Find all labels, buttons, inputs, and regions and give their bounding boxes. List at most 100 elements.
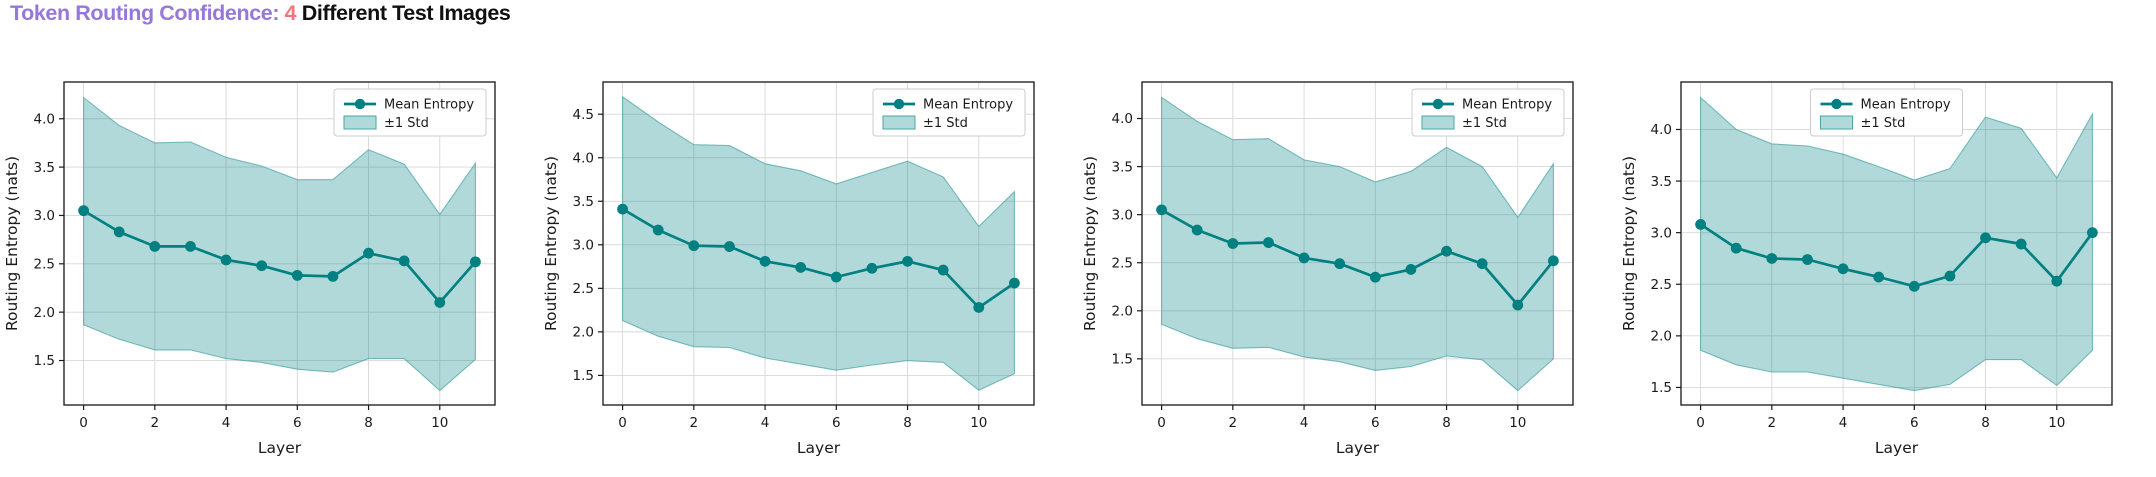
y-tick-label: 4.0 [1651,122,1672,138]
mean-line [82,209,477,304]
x-tick-label: 2 [151,415,160,431]
x-tick-label: 2 [1768,415,1777,431]
x-tick-label: 8 [364,415,373,431]
mean-marker [363,247,374,259]
mean-marker [1369,271,1381,283]
mean-marker [1191,224,1203,236]
std-band [1161,96,1554,392]
mean-marker [1766,253,1778,264]
mean-marker [1802,254,1813,265]
entropy-chart-svg: 0 2 4 6 8 10 1.5 2.0 2.5 3.0 3.5 4.0 Layer Routing En… [1620,81,2113,457]
x-axis-label: Layer [1875,439,1919,457]
legend-marker-swatch [354,98,366,110]
mean-marker [1263,237,1274,248]
y-tick-label: 3.0 [1651,225,1672,241]
std-band [83,96,476,392]
legend-marker-swatch [1432,98,1444,110]
y-tick-label: 1.5 [34,353,55,369]
mean-marker [1156,204,1167,216]
mean-marker [327,270,339,282]
std-band [622,95,1015,391]
std-band [1700,96,2093,392]
x-tick-label: 6 [1371,415,1380,431]
chart-subplot-4: 0 2 4 6 8 10 1.5 2.0 2.5 3.0 3.5 4.0 Layer Routing En… [1617,40,2156,477]
mean-marker [185,241,196,252]
legend-box [872,88,1026,137]
mean-marker [795,262,807,273]
mean-line [1699,223,2094,288]
legend-label-std: ±1 Std [923,116,968,131]
y-axis-label: Routing Entropy (nats) [3,156,21,331]
ticks [1137,117,1519,410]
axes-spines [1680,81,2113,406]
mean-marker [830,271,842,283]
mean-marker [1548,255,1559,267]
x-tick-label: 8 [903,415,912,431]
mean-marker [291,270,303,281]
mean-marker [434,297,446,308]
x-tick-label: 6 [293,415,302,431]
mean-marker [1334,258,1346,270]
mean-marker [973,302,985,313]
x-tick-label: 4 [761,415,770,431]
ticks [59,118,441,410]
mean-line [621,207,1016,309]
mean-marker [2015,238,2027,250]
mean-marker [2087,227,2098,239]
legend-box [333,88,487,137]
mean-marker [113,226,125,238]
y-tick-label: 1.5 [573,368,594,384]
x-tick-label: 4 [1839,415,1848,431]
legend-patch-swatch [1820,115,1853,130]
y-tick-label: 4.0 [1112,111,1133,127]
mean-line [1160,208,1555,307]
mean-marker [902,255,913,267]
mean-marker [1944,270,1956,282]
x-tick-label: 0 [618,415,627,431]
mean-marker [1405,264,1417,275]
legend-patch-swatch [343,115,377,130]
charts-row: 0 2 4 6 8 10 1.5 2.0 2.5 3.0 3.5 4.0 Layer Routing En… [0,40,2156,477]
legend-label-std: ±1 Std [384,116,429,131]
x-tick-label: 10 [970,415,987,431]
x-tick-label: 2 [690,415,699,431]
y-tick-label: 2.0 [1651,329,1672,345]
ticks [598,113,980,410]
x-tick-label: 10 [431,415,448,431]
mean-marker [2051,275,2063,287]
y-tick-label: 2.5 [1651,277,1672,293]
legend-box [1810,88,1963,137]
legend-label-mean: Mean Entropy [923,98,1013,113]
x-tick-label: 4 [222,415,231,431]
y-tick-label: 2.5 [573,281,594,297]
mean-marker [652,224,664,236]
mean-marker [1980,232,1991,244]
y-tick-label: 1.5 [1112,352,1133,368]
y-tick-label: 3.5 [1112,159,1133,175]
y-tick-label: 2.5 [34,257,55,273]
mean-marker [1298,252,1310,264]
mean-marker [1227,238,1239,249]
mean-marker [1730,242,1742,254]
y-tick-label: 3.0 [573,238,594,254]
y-tick-label: 3.5 [573,194,594,210]
figure-title-part-purple: Token Routing Confidence: [10,1,285,25]
x-tick-label: 6 [1910,415,1919,431]
y-tick-label: 4.5 [573,107,594,123]
entropy-chart-svg: 0 2 4 6 8 10 1.5 2.0 2.5 3.0 3.5 4.0 Layer Routing En… [1081,81,1574,457]
x-tick-label: 0 [79,415,88,431]
y-tick-label: 3.0 [34,208,55,224]
mean-marker [398,255,410,267]
chart-subplot-3: 0 2 4 6 8 10 1.5 2.0 2.5 3.0 3.5 4.0 Layer Routing En… [1078,40,1617,477]
mean-marker [1009,277,1020,289]
legend-label-mean: Mean Entropy [1462,98,1552,113]
x-tick-label: 8 [1981,415,1990,431]
legend-marker-swatch [893,98,905,110]
mean-marker [1908,280,1920,292]
mean-marker [759,255,771,267]
y-tick-label: 4.0 [573,150,594,166]
entropy-chart-svg: 0 2 4 6 8 10 1.5 2.0 2.5 3.0 3.5 4.0 Layer Routing En… [3,81,496,457]
mean-marker [688,240,700,252]
mean-marker [1476,258,1488,270]
y-tick-label: 4.0 [34,111,55,127]
